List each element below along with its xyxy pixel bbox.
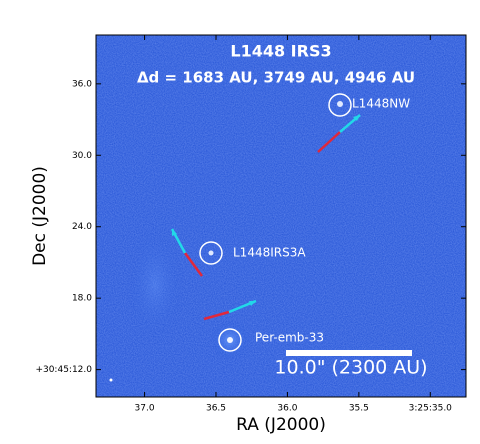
source-label: L1448IRS3A: [233, 246, 306, 260]
y-tick-label: 18.0: [72, 294, 92, 304]
motion-arrows: [170, 114, 361, 321]
source-label: Per-emb-33: [255, 331, 324, 345]
y-axis-label: Dec (J2000): [30, 166, 50, 266]
y-tick-label: 24.0: [72, 222, 92, 232]
x-axis-label: RA (J2000): [236, 415, 326, 435]
source-label: L1448NW: [352, 97, 410, 111]
x-tick-label: 3:25:35.0: [409, 404, 453, 414]
chart-title: L1448 IRS3: [230, 42, 331, 61]
y-tick-label: 36.0: [72, 79, 92, 89]
x-tick-label: 35.5: [349, 404, 369, 414]
x-tick-label: 37.0: [135, 404, 155, 414]
source-markers: [199, 93, 352, 352]
x-tick-label: 36.5: [206, 404, 226, 414]
y-tick-label: 30.0: [72, 151, 92, 161]
sky-image: [96, 35, 466, 397]
plot-frame: [95, 34, 467, 398]
x-tick-label: 36.0: [277, 404, 297, 414]
y-tick-label: +30:45:12.0: [35, 365, 92, 375]
chart-subtitle: Δd = 1683 AU, 3749 AU, 4946 AU: [137, 69, 415, 87]
scale-bar-label: 10.0" (2300 AU): [274, 357, 427, 379]
